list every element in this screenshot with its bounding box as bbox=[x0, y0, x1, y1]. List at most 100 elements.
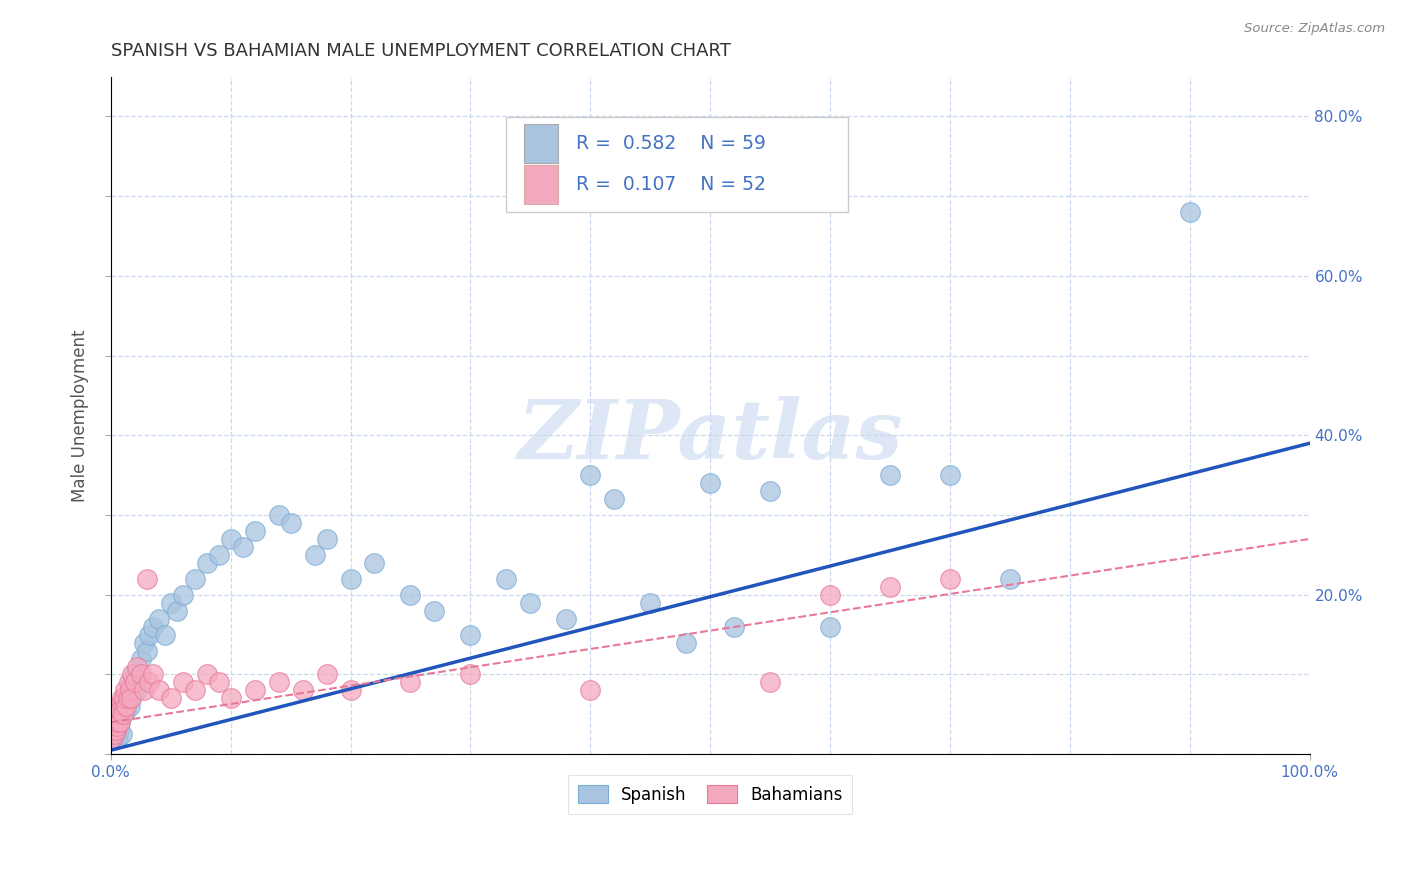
Point bbox=[219, 532, 242, 546]
Point bbox=[107, 715, 129, 730]
Point bbox=[291, 683, 314, 698]
Point bbox=[103, 707, 125, 722]
Point bbox=[879, 580, 901, 594]
Point bbox=[129, 667, 152, 681]
Point bbox=[339, 683, 361, 698]
Point bbox=[101, 731, 124, 746]
Point bbox=[638, 596, 661, 610]
Point bbox=[107, 707, 129, 722]
Point bbox=[879, 468, 901, 483]
Point bbox=[124, 675, 146, 690]
Point bbox=[142, 667, 165, 681]
Point bbox=[101, 715, 124, 730]
Point bbox=[243, 683, 266, 698]
Point bbox=[111, 707, 134, 722]
Point bbox=[818, 588, 841, 602]
Text: SPANISH VS BAHAMIAN MALE UNEMPLOYMENT CORRELATION CHART: SPANISH VS BAHAMIAN MALE UNEMPLOYMENT CO… bbox=[111, 42, 731, 60]
Point bbox=[120, 691, 142, 706]
FancyBboxPatch shape bbox=[506, 117, 848, 212]
Point bbox=[267, 508, 290, 522]
Point bbox=[172, 675, 194, 690]
Point bbox=[1178, 205, 1201, 219]
FancyBboxPatch shape bbox=[524, 124, 558, 163]
Point bbox=[135, 643, 157, 657]
Point bbox=[675, 635, 697, 649]
Point bbox=[129, 651, 152, 665]
Point bbox=[138, 675, 160, 690]
Point bbox=[121, 667, 143, 681]
Point bbox=[104, 723, 127, 738]
Point bbox=[110, 703, 132, 717]
Point bbox=[142, 620, 165, 634]
Point bbox=[112, 691, 135, 706]
Point bbox=[232, 540, 254, 554]
Point bbox=[939, 468, 962, 483]
Point bbox=[118, 683, 141, 698]
Point bbox=[315, 667, 337, 681]
Point bbox=[107, 731, 129, 746]
Point bbox=[148, 683, 170, 698]
Point bbox=[315, 532, 337, 546]
Point bbox=[110, 715, 132, 730]
Point bbox=[399, 675, 422, 690]
Point bbox=[105, 715, 128, 730]
Point bbox=[166, 604, 188, 618]
Point bbox=[127, 659, 149, 673]
Point bbox=[118, 699, 141, 714]
Point bbox=[183, 683, 205, 698]
Point bbox=[818, 620, 841, 634]
Point bbox=[115, 703, 138, 717]
Point bbox=[195, 556, 218, 570]
Point bbox=[195, 667, 218, 681]
Point bbox=[121, 675, 143, 690]
Point bbox=[105, 719, 128, 733]
Point bbox=[579, 468, 602, 483]
Point bbox=[159, 596, 181, 610]
Point bbox=[135, 572, 157, 586]
Point bbox=[127, 683, 149, 698]
Point bbox=[172, 588, 194, 602]
Point bbox=[111, 707, 134, 722]
Point bbox=[104, 715, 127, 730]
Point bbox=[183, 572, 205, 586]
Point bbox=[998, 572, 1021, 586]
Point bbox=[460, 627, 482, 641]
Point bbox=[114, 683, 136, 698]
Point bbox=[108, 699, 131, 714]
Y-axis label: Male Unemployment: Male Unemployment bbox=[72, 329, 89, 501]
Point bbox=[208, 675, 231, 690]
Point bbox=[243, 524, 266, 538]
Point bbox=[759, 484, 782, 499]
Point bbox=[107, 699, 129, 714]
Point bbox=[219, 691, 242, 706]
Point bbox=[104, 727, 127, 741]
Point bbox=[555, 612, 578, 626]
Point bbox=[117, 691, 139, 706]
Point bbox=[115, 699, 138, 714]
Text: Source: ZipAtlas.com: Source: ZipAtlas.com bbox=[1244, 22, 1385, 36]
Text: R =  0.107    N = 52: R = 0.107 N = 52 bbox=[576, 175, 766, 194]
Point bbox=[208, 548, 231, 562]
Point bbox=[579, 683, 602, 698]
Point bbox=[495, 572, 517, 586]
Point bbox=[120, 691, 142, 706]
Point bbox=[939, 572, 962, 586]
Point bbox=[110, 727, 132, 741]
Point bbox=[723, 620, 745, 634]
Point bbox=[138, 627, 160, 641]
Point bbox=[134, 683, 156, 698]
Point bbox=[339, 572, 361, 586]
Point bbox=[103, 723, 125, 738]
Point bbox=[363, 556, 385, 570]
Point bbox=[118, 683, 141, 698]
Point bbox=[112, 699, 135, 714]
Point bbox=[108, 707, 131, 722]
Point bbox=[110, 715, 132, 730]
FancyBboxPatch shape bbox=[524, 165, 558, 204]
Point bbox=[101, 731, 124, 746]
Point bbox=[148, 612, 170, 626]
Point bbox=[103, 727, 125, 741]
Point bbox=[110, 691, 132, 706]
Point bbox=[134, 635, 156, 649]
Text: ZIPatlas: ZIPatlas bbox=[517, 396, 903, 475]
